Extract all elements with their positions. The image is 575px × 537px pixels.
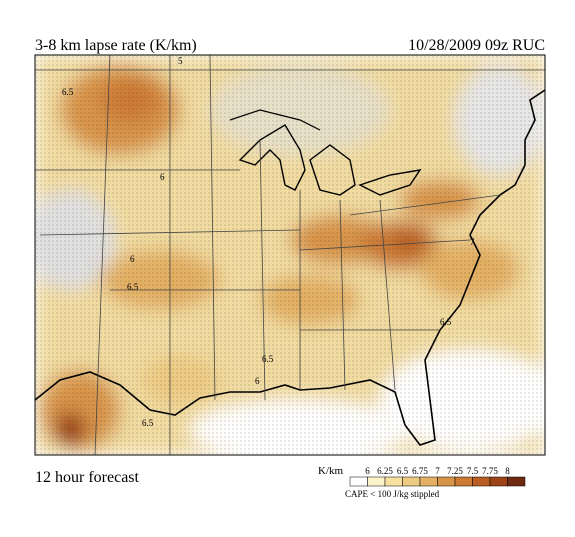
contour-label: 7	[470, 237, 475, 247]
legend-label: 6.75	[412, 466, 428, 476]
contour-label: 6	[255, 376, 260, 386]
legend-swatch	[367, 476, 386, 487]
contour-label: 6	[130, 254, 135, 264]
legend-label: 7.5	[467, 466, 479, 476]
forecast-label: 12 hour forecast	[35, 469, 140, 486]
legend-label: 7.25	[447, 466, 463, 476]
contour-label: 6.5	[262, 354, 274, 364]
legend-swatch	[454, 476, 473, 487]
contour-label: 6.5	[127, 282, 139, 292]
map: 6.5 5 6 6.5 7 6.5 6.5 6 6 6.5	[35, 55, 545, 455]
legend-swatch	[507, 476, 526, 487]
contour-label: 6.5	[62, 87, 74, 97]
legend-swatch	[419, 476, 438, 487]
legend-swatch	[472, 476, 491, 487]
contour-label: 5	[178, 56, 183, 66]
legend-swatch	[384, 476, 403, 487]
legend-swatch	[437, 476, 456, 487]
geography	[35, 55, 545, 455]
legend-label: 7.75	[482, 466, 498, 476]
legend-label: 6.25	[377, 466, 393, 476]
legend-label: 8	[505, 466, 510, 476]
contour-label: 6.5	[440, 317, 452, 327]
legend-label: 6	[365, 466, 370, 476]
stipple-note: CAPE < 100 J/kg stippled	[345, 489, 440, 499]
legend-label: 7	[435, 466, 440, 476]
cape-stipple	[35, 55, 545, 455]
legend-label: 6.5	[397, 466, 409, 476]
legend: 6 6.25 6.5 6.75 7 7.25 7.5 7.75 8	[349, 466, 526, 487]
legend-swatch	[349, 476, 368, 487]
contour-label: 6	[160, 172, 165, 182]
contour-label: 6.5	[142, 418, 154, 428]
map-frame	[34, 54, 546, 456]
valid-time: 10/28/2009 09z RUC	[408, 37, 545, 54]
contour-labels: 6.5 5 6 6.5 7 6.5 6.5 6 6 6.5	[62, 56, 475, 428]
legend-swatch	[402, 476, 421, 487]
map-title: 3-8 km lapse rate (K/km)	[35, 37, 197, 54]
legend-swatch	[489, 476, 508, 487]
legend-unit: K/km	[318, 465, 344, 477]
